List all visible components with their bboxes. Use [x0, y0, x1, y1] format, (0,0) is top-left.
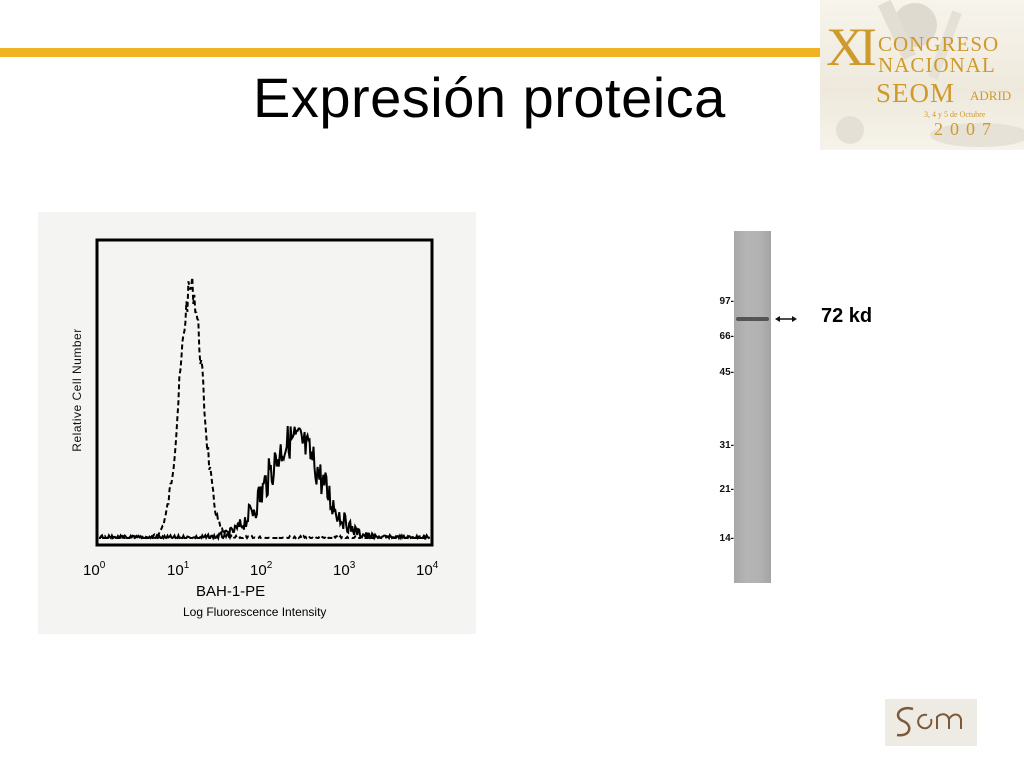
x-tick-label: 104	[416, 560, 439, 579]
histogram-trace-dashed	[99, 277, 430, 541]
x-tick-label: 103	[333, 560, 356, 579]
x-tick-label: 101	[167, 560, 190, 579]
congress-logo: XI CONGRESO NACIONAL SEOM ADRID 3, 4 y 5…	[820, 0, 1024, 150]
mw-marker: 31-	[719, 440, 734, 451]
logo-seom: SEOM	[876, 78, 956, 108]
double-arrow-icon	[775, 312, 797, 326]
logo-numeral: XI	[826, 17, 877, 77]
logo-year: 2007	[934, 119, 998, 139]
x-tick-label: 100	[83, 560, 106, 579]
logo-nacional: NACIONAL	[878, 53, 996, 77]
western-blot-lane	[734, 231, 771, 583]
microscope-illustration-icon	[836, 0, 1024, 147]
slide-title: Expresión proteica	[253, 66, 726, 129]
mw-marker: 21-	[719, 484, 734, 495]
logo-congreso: CONGRESO	[878, 32, 1000, 56]
band-size-label: 72 kd	[821, 305, 873, 327]
plot-frame	[95, 238, 434, 547]
logo-dates: 3, 4 y 5 de Octubre	[924, 110, 986, 119]
mw-marker: 66-	[719, 331, 734, 342]
seom-monogram-logo-icon	[885, 699, 977, 746]
title-accent-bar	[0, 48, 820, 57]
logo-city: ADRID	[970, 88, 1012, 103]
x-tick-label: 102	[250, 560, 273, 579]
mw-marker: 14-	[719, 533, 734, 544]
x-axis-label: BAH-1-PE	[196, 583, 266, 600]
y-axis-label: Relative Cell Number	[70, 328, 84, 452]
x-axis-sublabel: Log Fluorescence Intensity	[183, 605, 327, 619]
histogram-trace-solid	[99, 426, 431, 542]
mw-marker: 97-	[719, 296, 734, 307]
mw-marker: 45-	[719, 367, 734, 378]
protein-band	[736, 317, 769, 321]
histogram-panel	[38, 212, 476, 634]
